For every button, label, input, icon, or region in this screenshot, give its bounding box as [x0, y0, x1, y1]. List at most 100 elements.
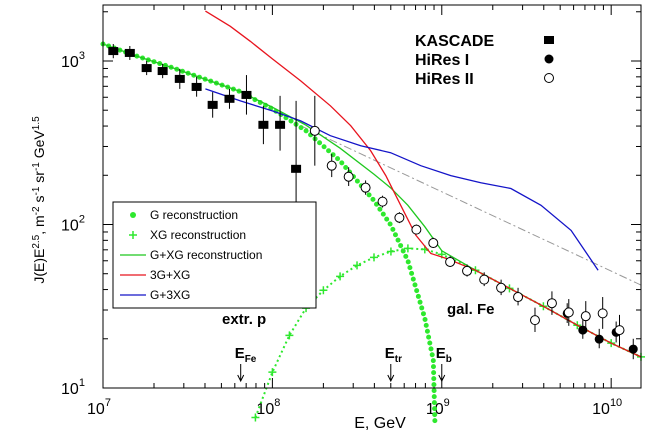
open-circle-marker	[309, 125, 320, 136]
y-axis-label: J(E)E2.5, m-2 s-1 sr-1 GeV1.5	[31, 116, 48, 284]
y-tick-exponent: 3	[79, 50, 85, 62]
y-label-sup: -1	[31, 186, 42, 195]
open-circle-marker	[394, 212, 405, 223]
legend-swatch	[129, 231, 137, 239]
open-circle-marker	[513, 292, 524, 303]
annotation-arrow	[438, 364, 446, 383]
y-tick-exponent: 2	[79, 213, 85, 225]
square-marker	[275, 120, 286, 129]
y-tick-exponent: 1	[79, 377, 85, 389]
y-tick-label: 101	[61, 377, 85, 398]
energy-annotation: Eb	[436, 345, 452, 365]
y-label-text: GeV	[31, 130, 47, 163]
open-circle-marker	[462, 265, 473, 276]
legend-label: G+XG reconstruction	[150, 248, 262, 262]
legend-label: HiRes I	[415, 52, 469, 69]
open-circle-marker	[360, 182, 371, 193]
y-tick-label: 103	[61, 50, 85, 71]
x-tick-base: 10	[256, 401, 274, 418]
x-axis-label: E, GeV	[354, 415, 406, 432]
annotation-subscript: b	[446, 354, 452, 365]
y-tick-base: 10	[61, 217, 79, 234]
energy-annotation: Etr	[385, 345, 402, 365]
y-label-sup: 1.5	[31, 116, 42, 130]
square-marker	[291, 164, 302, 173]
x-tick-exponent: 9	[444, 397, 450, 409]
annotation-subscript: tr	[395, 354, 402, 365]
annotation-text: E	[235, 345, 245, 362]
region-label: extr. p	[222, 311, 266, 328]
x-tick-exponent: 7	[105, 397, 111, 409]
annotation-text: E	[436, 345, 446, 362]
y-label-text: s	[31, 196, 47, 207]
square-marker	[241, 90, 252, 99]
series-line	[300, 125, 642, 286]
series-line	[205, 88, 599, 271]
x-tick-label: 108	[256, 397, 280, 418]
x-tick-base: 10	[87, 401, 105, 418]
legend-marker	[544, 73, 554, 83]
filled-circle-marker	[578, 325, 588, 335]
open-circle-marker	[326, 160, 337, 171]
legend-label: XG reconstruction	[150, 228, 246, 242]
legend-box	[112, 201, 317, 309]
annotation-arrow	[387, 364, 395, 383]
plus-marker	[386, 247, 395, 256]
y-label-sup: 2.5	[31, 234, 42, 248]
y-tick-label: 102	[61, 213, 85, 234]
open-circle-marker	[563, 307, 574, 318]
open-circle-marker	[479, 274, 490, 285]
y-label-sup: -2	[31, 206, 42, 215]
region-label: gal. Fe	[447, 301, 495, 318]
open-circle-marker	[445, 256, 456, 267]
annotation-subscript: Fe	[245, 354, 257, 365]
y-label-sup: -1	[31, 162, 42, 171]
open-circle-marker	[580, 311, 591, 322]
plus-marker	[285, 331, 294, 340]
x-tick-label: 1010	[592, 397, 622, 418]
annotation-text: E	[385, 345, 395, 362]
plus-marker	[336, 272, 345, 281]
plus-marker	[268, 368, 277, 377]
legend-label: G+3XG	[150, 288, 190, 302]
open-circle-marker	[546, 298, 557, 309]
open-circle-marker	[529, 315, 540, 326]
square-marker	[124, 48, 135, 57]
legend-label: 3G+XG	[150, 268, 190, 282]
square-marker	[258, 120, 269, 129]
open-circle-marker	[496, 282, 507, 293]
square-marker	[191, 82, 202, 91]
x-tick-base: 10	[592, 401, 610, 418]
legend-label: G reconstruction	[150, 208, 238, 222]
open-circle-marker	[597, 308, 608, 319]
y-tick-base: 10	[61, 381, 79, 398]
legend-swatch	[130, 212, 136, 218]
series-line	[205, 10, 642, 358]
y-tick-base: 10	[61, 54, 79, 71]
filled-circle-marker	[594, 334, 604, 344]
legend-label: HiRes II	[415, 71, 474, 88]
x-tick-exponent: 10	[610, 397, 622, 409]
open-circle-marker	[428, 238, 439, 249]
open-circle-marker	[411, 224, 422, 235]
open-circle-marker	[614, 325, 625, 336]
square-marker	[141, 64, 152, 73]
x-tick-exponent: 8	[274, 397, 280, 409]
legend-marker	[544, 36, 554, 44]
open-circle-marker	[377, 196, 388, 207]
plus-marker	[319, 286, 328, 295]
square-marker	[207, 100, 218, 109]
plus-marker	[251, 413, 260, 422]
legend-marker	[544, 54, 554, 64]
y-label-text: sr	[31, 171, 47, 187]
square-marker	[157, 67, 168, 76]
legend-label: KASCADE	[415, 33, 494, 50]
plus-marker	[370, 253, 379, 262]
x-tick-label: 107	[87, 397, 111, 418]
y-label-text: J(E)E	[31, 249, 47, 284]
y-label-text: , m	[31, 215, 47, 234]
